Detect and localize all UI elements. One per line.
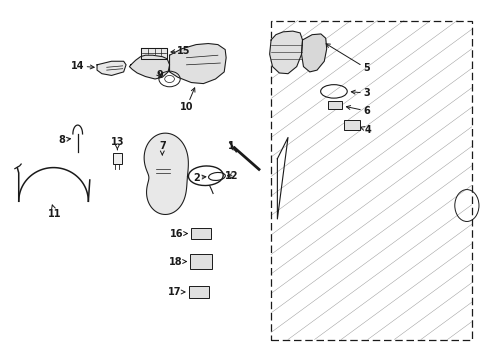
Text: 15: 15	[171, 46, 190, 56]
Polygon shape	[269, 31, 302, 74]
Text: 2: 2	[192, 172, 205, 183]
Text: 13: 13	[110, 137, 124, 150]
Text: 4: 4	[360, 125, 370, 135]
Text: 18: 18	[169, 257, 186, 266]
Text: 10: 10	[180, 88, 195, 112]
Text: 12: 12	[224, 171, 238, 181]
FancyBboxPatch shape	[190, 255, 212, 269]
Text: 3: 3	[350, 88, 369, 98]
Polygon shape	[169, 44, 225, 84]
FancyBboxPatch shape	[191, 228, 210, 239]
Polygon shape	[140, 48, 167, 59]
Polygon shape	[97, 61, 126, 76]
FancyBboxPatch shape	[327, 101, 342, 109]
Text: 7: 7	[159, 141, 165, 155]
Text: 6: 6	[346, 105, 369, 116]
Text: 17: 17	[167, 287, 184, 297]
Text: 1: 1	[227, 141, 237, 151]
Text: 14: 14	[71, 61, 94, 71]
Polygon shape	[301, 34, 326, 72]
FancyBboxPatch shape	[344, 121, 359, 130]
FancyBboxPatch shape	[188, 286, 209, 298]
Text: 5: 5	[325, 44, 369, 73]
Text: 8: 8	[58, 135, 70, 145]
Text: 16: 16	[170, 229, 187, 239]
Polygon shape	[129, 55, 169, 79]
Polygon shape	[144, 133, 188, 215]
Bar	[270, 21, 471, 339]
Text: 9: 9	[156, 71, 163, 80]
FancyBboxPatch shape	[113, 153, 122, 164]
Text: 11: 11	[48, 205, 61, 219]
